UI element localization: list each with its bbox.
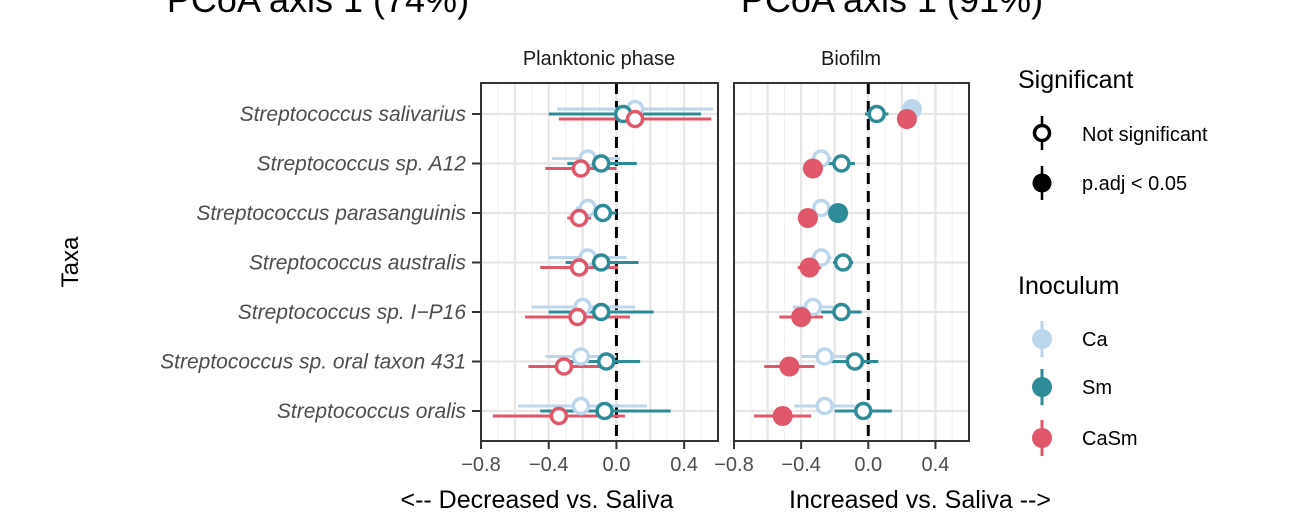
point-casm	[791, 307, 812, 327]
point-sm	[597, 352, 616, 371]
point-casm	[797, 208, 818, 228]
legend-significance-title: Significant	[1018, 66, 1133, 94]
legend-sig-key-open	[1032, 123, 1052, 143]
point-casm	[549, 406, 569, 426]
x-tick-label: −0.8	[461, 454, 500, 476]
point-ca	[812, 198, 831, 218]
point-casm	[772, 406, 793, 426]
y-tick-label: Streptococcus sp. I−P16	[238, 301, 467, 324]
panel-planktonic: −0.8 −0.4 0.0 0.4	[461, 82, 720, 476]
point-casm	[779, 356, 800, 377]
top-title-left: PCoA axis 1 (74%)	[167, 0, 469, 20]
point-casm	[569, 258, 589, 277]
point-casm	[554, 357, 574, 376]
panel-title-planktonic: Planktonic phase	[523, 48, 675, 70]
point-casm	[571, 159, 591, 178]
point-sm	[591, 302, 611, 322]
y-tick-label: Streptococcus sp. oral taxon 431	[160, 351, 466, 374]
point-casm	[568, 307, 587, 327]
point-sm	[591, 253, 611, 272]
legend-sig-label-1: p.adj < 0.05	[1082, 173, 1187, 195]
point-casm	[799, 257, 820, 278]
x-axis-title-left: <-- Decreased vs. Saliva	[400, 486, 673, 514]
point-casm	[896, 109, 917, 129]
top-title-right: PCoA axis 1 (91%)	[741, 0, 1043, 20]
point-ca	[815, 347, 834, 366]
legend-inoc-label-ca: Ca	[1082, 329, 1108, 351]
point-sm	[845, 352, 865, 371]
point-ca	[815, 396, 834, 416]
x-tick-label: 0.0	[854, 454, 882, 476]
legend-sig-label-0: Not significant	[1082, 124, 1208, 146]
y-axis-labels: Streptococcus salivarius Streptococcus sp…	[160, 103, 481, 423]
point-ca	[571, 396, 591, 416]
point-sm	[828, 203, 849, 223]
legend-inoc-key-ca	[1032, 329, 1052, 349]
panel-title-biofilm: Biofilm	[821, 48, 881, 70]
y-tick-label: Streptococcus sp. A12	[257, 153, 467, 176]
y-tick-label: Streptococcus parasanguinis	[196, 202, 466, 225]
point-ca	[812, 248, 831, 267]
y-tick-label: Streptococcus oralis	[277, 400, 467, 423]
point-casm	[569, 208, 589, 228]
point-ca	[803, 297, 823, 317]
x-axis-title-right: Increased vs. Saliva -->	[789, 486, 1051, 514]
point-casm	[802, 158, 823, 179]
panel-biofilm: −0.8 −0.4 0.0 0.4	[714, 82, 971, 476]
x-tick-label: 0.4	[922, 454, 950, 476]
legend-significance: Significant Not significant p.adj < 0.05	[1018, 66, 1208, 200]
legend-inoc-key-sm	[1032, 377, 1052, 397]
legend-inoculum: Inoculum Ca Sm CaSm	[1018, 272, 1138, 456]
legend-inoc-label-sm: Sm	[1082, 377, 1112, 399]
x-tick-label: 0.0	[603, 454, 631, 476]
x-tick-label: −0.4	[529, 454, 568, 476]
point-sm	[591, 154, 611, 173]
point-ca	[571, 347, 591, 366]
y-axis-title: Taxa	[57, 236, 84, 287]
panel-border	[733, 82, 970, 442]
point-sm	[595, 401, 614, 421]
point-sm	[854, 401, 873, 421]
point-sm	[867, 104, 886, 124]
legend-sig-key-filled	[1032, 173, 1052, 193]
x-tick-label: −0.4	[781, 454, 820, 476]
point-sm	[832, 154, 851, 173]
legend-inoc-label-casm: CaSm	[1082, 428, 1138, 450]
point-sm	[833, 253, 853, 272]
legend-inoculum-title: Inoculum	[1018, 272, 1119, 300]
point-sm	[593, 203, 613, 223]
y-tick-label: Streptococcus australis	[249, 252, 467, 275]
legend-inoc-key-casm	[1032, 428, 1052, 448]
x-tick-label: −0.8	[714, 454, 753, 476]
y-tick-label: Streptococcus salivarius	[240, 103, 467, 126]
x-tick-label: 0.4	[670, 454, 698, 476]
point-casm	[625, 109, 645, 129]
point-sm	[832, 302, 851, 322]
